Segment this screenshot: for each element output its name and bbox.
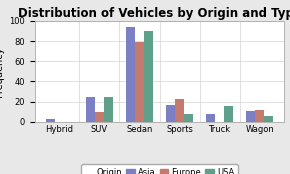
Title: Distribution of Vehicles by Origin and Type: Distribution of Vehicles by Origin and T… xyxy=(18,7,290,20)
Y-axis label: Frequency: Frequency xyxy=(0,46,4,97)
Bar xyxy=(184,114,193,122)
Bar xyxy=(95,112,104,122)
Legend: Origin, Asia, Europe, USA: Origin, Asia, Europe, USA xyxy=(81,164,238,174)
Bar xyxy=(104,97,113,122)
Bar xyxy=(224,106,233,122)
Bar xyxy=(86,97,95,122)
Bar xyxy=(46,119,55,122)
Bar xyxy=(175,99,184,122)
Bar xyxy=(126,27,135,122)
Bar xyxy=(206,114,215,122)
Bar xyxy=(255,110,264,122)
Bar xyxy=(246,111,255,122)
Bar xyxy=(166,105,175,122)
Bar xyxy=(144,31,153,122)
Bar xyxy=(135,42,144,122)
Bar xyxy=(264,116,273,122)
